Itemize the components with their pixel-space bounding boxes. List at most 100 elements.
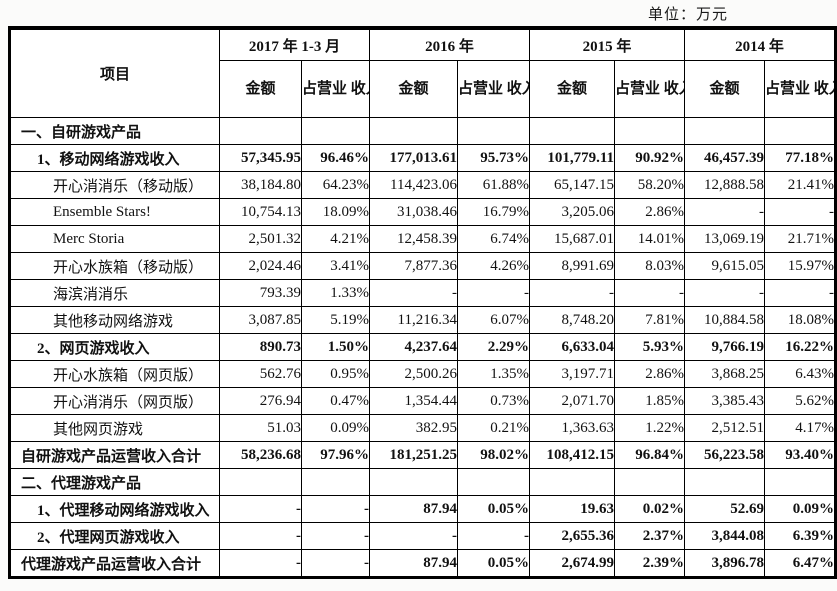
amount-cell bbox=[684, 468, 766, 496]
ratio-cell: 0.09% bbox=[301, 414, 370, 442]
ratio-cell: 4.17% bbox=[764, 414, 837, 442]
ratio-cell: 96.84% bbox=[614, 441, 686, 469]
amount-cell: 12,888.58 bbox=[684, 171, 766, 199]
amount-cell: - bbox=[219, 495, 302, 523]
amount-cell: 101,779.11 bbox=[529, 144, 616, 172]
amount-cell: 1,354.44 bbox=[369, 387, 458, 415]
amount-header-2016: 金额 bbox=[369, 60, 458, 118]
amount-cell: 56,223.58 bbox=[684, 441, 766, 469]
ratio-cell: 14.01% bbox=[614, 225, 686, 253]
ratio-cell: 93.40% bbox=[764, 441, 837, 469]
amount-cell: - bbox=[219, 549, 302, 578]
ratio-cell: 0.09% bbox=[764, 495, 837, 523]
amount-cell: 3,385.43 bbox=[684, 387, 766, 415]
table-row: 其他移动网络游戏 3,087.85 5.19% 11,216.34 6.07% 8,748… bbox=[9, 306, 837, 334]
ratio-cell: 2.29% bbox=[456, 333, 531, 361]
amount-cell: 2,512.51 bbox=[684, 414, 766, 442]
amount-cell: 3,087.85 bbox=[219, 306, 302, 334]
item-label: 二、代理游戏产品 bbox=[9, 468, 220, 496]
amount-cell: 15,687.01 bbox=[529, 225, 616, 253]
ratio-cell: 77.18% bbox=[764, 144, 837, 172]
ratio-cell: 0.73% bbox=[456, 387, 531, 415]
amount-cell: 52.69 bbox=[684, 495, 766, 523]
amount-cell: 3,844.08 bbox=[684, 522, 766, 550]
amount-cell bbox=[369, 117, 458, 145]
amount-cell: 9,615.05 bbox=[684, 252, 766, 280]
amount-cell: 31,038.46 bbox=[369, 198, 458, 226]
amount-cell: 10,884.58 bbox=[684, 306, 766, 334]
amount-cell: 87.94 bbox=[369, 549, 458, 578]
ratio-cell: - bbox=[764, 198, 837, 226]
ratio-cell: 4.26% bbox=[456, 252, 531, 280]
amount-cell bbox=[529, 468, 616, 496]
ratio-cell: 98.02% bbox=[456, 441, 531, 469]
amount-cell: 9,766.19 bbox=[684, 333, 766, 361]
amount-cell: 19.63 bbox=[529, 495, 616, 523]
item-label: 开心消消乐（网页版） bbox=[9, 387, 220, 415]
ratio-cell: 2.86% bbox=[614, 198, 686, 226]
ratio-cell: 3.41% bbox=[301, 252, 370, 280]
ratio-cell: 18.09% bbox=[301, 198, 370, 226]
table-row: 1、移动网络游戏收入 57,345.95 96.46% 177,013.61 95.73… bbox=[9, 144, 837, 172]
ratio-header-2016: 占营业 收入 比重 bbox=[456, 60, 531, 118]
item-label: 一、自研游戏产品 bbox=[9, 117, 220, 145]
table-row: Ensemble Stars! 10,754.13 18.09% 31,038.46 1… bbox=[9, 198, 837, 226]
column-header-2016: 2016 年 bbox=[368, 27, 531, 61]
ratio-cell bbox=[301, 468, 370, 496]
amount-cell: 11,216.34 bbox=[369, 306, 458, 334]
ratio-cell: 58.20% bbox=[614, 171, 686, 199]
amount-cell: 2,674.99 bbox=[529, 549, 616, 578]
table-row: 开心消消乐（网页版） 276.94 0.47% 1,354.44 0.73% 2,071.… bbox=[9, 387, 837, 415]
amount-cell bbox=[684, 117, 766, 145]
amount-cell: 276.94 bbox=[219, 387, 302, 415]
table-row: 代理游戏产品运营收入合计 - -87.94 0.05% 2,674.99 2.39% 3,8… bbox=[9, 549, 837, 578]
amount-cell: - bbox=[369, 279, 458, 307]
ratio-cell: 8.03% bbox=[614, 252, 686, 280]
table-row: 开心水族箱（网页版） 562.76 0.95% 2,500.26 1.35% 3,197.… bbox=[9, 360, 837, 388]
ratio-cell bbox=[456, 468, 531, 496]
ratio-cell: 18.08% bbox=[764, 306, 837, 334]
amount-cell: 2,024.46 bbox=[219, 252, 302, 280]
amount-cell: - bbox=[529, 279, 616, 307]
table-row: 二、代理游戏产品 bbox=[9, 468, 837, 496]
ratio-header-2015: 占营业 收入 比重 bbox=[614, 60, 686, 118]
table-row: Merc Storia 2,501.32 4.21% 12,458.39 6.74% 15… bbox=[9, 225, 837, 253]
ratio-header-2017: 占营业 收入 比重 bbox=[301, 60, 370, 118]
amount-cell: 181,251.25 bbox=[369, 441, 458, 469]
amount-cell: 4,237.64 bbox=[369, 333, 458, 361]
ratio-cell: 7.81% bbox=[614, 306, 686, 334]
ratio-cell: 0.95% bbox=[301, 360, 370, 388]
table-row: 1、代理移动网络游戏收入 - -87.94 0.05% 19.63 0.02% 52.69 0… bbox=[9, 495, 837, 523]
table-header: 项目 2017 年 1-3 月 2016 年 2015 年 2014 年 金额 … bbox=[9, 27, 837, 118]
table-row: 其他网页游戏 51.03 0.09% 382.95 0.21% 1,363.63 1.22%… bbox=[9, 414, 837, 442]
ratio-cell: - bbox=[301, 495, 370, 523]
ratio-cell bbox=[301, 117, 370, 145]
amount-cell: 1,363.63 bbox=[529, 414, 616, 442]
item-label: 其他网页游戏 bbox=[9, 414, 220, 442]
table-row: 开心水族箱（移动版） 2,024.46 3.41% 7,877.36 4.26% 8,99… bbox=[9, 252, 837, 280]
ratio-cell: 5.93% bbox=[614, 333, 686, 361]
item-label: 其他移动网络游戏 bbox=[9, 306, 220, 334]
amount-cell: - bbox=[684, 198, 766, 226]
year-header-row: 项目 2017 年 1-3 月 2016 年 2015 年 2014 年 bbox=[9, 27, 837, 118]
item-label: 开心水族箱（网页版） bbox=[9, 360, 220, 388]
amount-cell: 2,500.26 bbox=[369, 360, 458, 388]
amount-cell: 382.95 bbox=[369, 414, 458, 442]
ratio-cell: 0.05% bbox=[456, 549, 531, 578]
amount-cell: 38,184.80 bbox=[219, 171, 302, 199]
ratio-cell: 0.47% bbox=[301, 387, 370, 415]
amount-cell: 58,236.68 bbox=[219, 441, 302, 469]
ratio-cell: - bbox=[301, 522, 370, 550]
amount-cell: - bbox=[684, 279, 766, 307]
item-label: 海滨消消乐 bbox=[9, 279, 220, 307]
ratio-cell: 2.86% bbox=[614, 360, 686, 388]
item-label: 1、代理移动网络游戏收入 bbox=[9, 495, 220, 523]
table-body: 一、自研游戏产品 1、移动网络游戏收入 57,345.95 96.46% 177,013… bbox=[9, 117, 837, 578]
amount-cell: 890.73 bbox=[219, 333, 302, 361]
ratio-cell: 6.47% bbox=[764, 549, 837, 578]
amount-cell: 57,345.95 bbox=[219, 144, 302, 172]
item-label: 2、代理网页游戏收入 bbox=[9, 522, 220, 550]
amount-cell: 793.39 bbox=[219, 279, 302, 307]
item-label: 开心消消乐（移动版） bbox=[9, 171, 220, 199]
amount-cell: 2,501.32 bbox=[219, 225, 302, 253]
